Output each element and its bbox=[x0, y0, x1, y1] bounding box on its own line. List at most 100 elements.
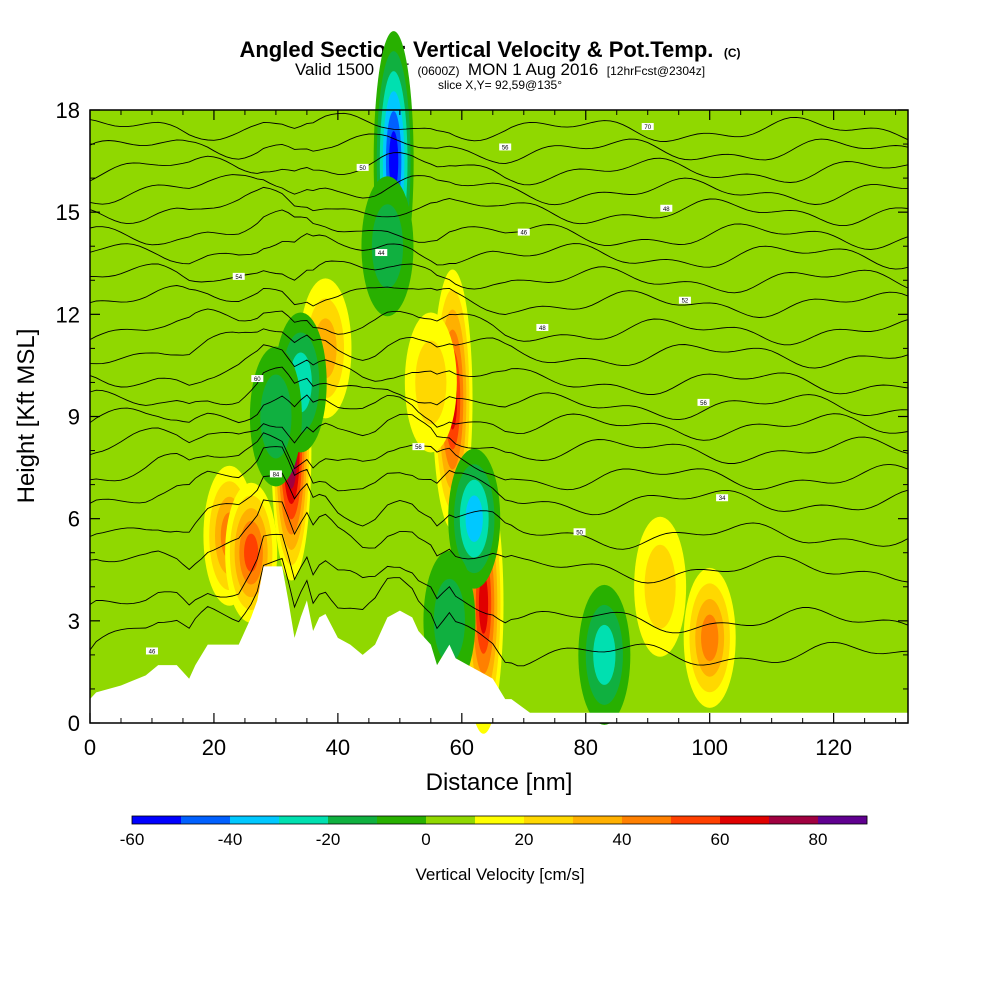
downdraft-cell-3-level-3 bbox=[465, 495, 483, 542]
y-tick-label-6: 18 bbox=[56, 98, 80, 123]
x-tick-label-3: 60 bbox=[450, 735, 474, 760]
downdraft-cell-1-level-1 bbox=[371, 204, 404, 289]
colorbar-tick-label-6: 60 bbox=[711, 830, 730, 849]
y-tick-label-5: 15 bbox=[56, 200, 80, 225]
colorbar-swatch-6 bbox=[426, 816, 476, 824]
colorbar-tick-label-7: 80 bbox=[809, 830, 828, 849]
colorbar-swatch-2 bbox=[230, 816, 280, 824]
isentrope-label-bg-20 bbox=[641, 123, 654, 131]
colorbar-frame bbox=[131, 815, 868, 825]
updraft-cell-4-level-4 bbox=[244, 533, 259, 572]
isentrope-17 bbox=[89, 174, 909, 206]
updraft-cell-8-level-1 bbox=[415, 340, 447, 425]
isentrope-12 bbox=[89, 285, 909, 318]
colorbar-tick-label-4: 20 bbox=[515, 830, 534, 849]
isentrope-label-bg-19 bbox=[499, 143, 512, 151]
isentrope-label-bg-8 bbox=[697, 398, 710, 406]
isentrope-label-13: 54 bbox=[235, 275, 242, 281]
isentrope-1 bbox=[89, 533, 909, 634]
valid-utc: (0600Z) bbox=[417, 64, 459, 78]
isentrope-19 bbox=[89, 133, 909, 165]
colorbar-tick-label-2: -20 bbox=[316, 830, 341, 849]
isentrope-label-bg-15 bbox=[517, 228, 530, 236]
colorbar-tick-label-3: 0 bbox=[421, 830, 430, 849]
y-tick-label-0: 0 bbox=[68, 711, 80, 736]
updraft-cell-6-level-3 bbox=[701, 614, 719, 662]
y-tick-label-1: 3 bbox=[68, 609, 80, 634]
x-tick-label-4: 80 bbox=[574, 735, 598, 760]
isentrope-9 bbox=[89, 344, 909, 395]
isentrope-label-8: 56 bbox=[700, 401, 707, 407]
x-axis-label: Distance [nm] bbox=[426, 769, 573, 796]
colorbar-label: Vertical Velocity [cm/s] bbox=[415, 865, 584, 884]
x-tick-label-5: 100 bbox=[691, 735, 728, 760]
y-tick-label-3: 9 bbox=[68, 405, 80, 430]
colorbar-swatch-0 bbox=[132, 816, 182, 824]
colorbar-tick-label-1: -40 bbox=[218, 830, 243, 849]
isentrope-16 bbox=[89, 186, 909, 227]
isentrope-lines: 46 50 34 84 56 56 60 48 52 54 44 46 48 50 56 70 bbox=[89, 112, 909, 667]
isentrope-label-bg-6 bbox=[412, 443, 425, 451]
title-units: (C) bbox=[724, 46, 741, 60]
x-tick-label-6: 120 bbox=[815, 735, 852, 760]
isentrope-5 bbox=[89, 432, 909, 491]
isentrope-label-14: 44 bbox=[378, 251, 385, 257]
y-axis-label: Height [Kft MSL] bbox=[13, 329, 40, 504]
isentrope-18 bbox=[89, 152, 909, 186]
isentrope-7 bbox=[89, 394, 909, 441]
isentrope-label-bg-12 bbox=[678, 296, 691, 304]
velocity-field bbox=[203, 31, 736, 734]
isentrope-4 bbox=[89, 446, 909, 516]
colorbar-swatch-14 bbox=[818, 816, 868, 824]
isentrope-20 bbox=[89, 112, 909, 142]
x-tick-label-1: 20 bbox=[202, 735, 226, 760]
colorbar-swatch-1 bbox=[181, 816, 231, 824]
colorbar-swatch-3 bbox=[279, 816, 329, 824]
isentrope-label-19: 56 bbox=[502, 145, 509, 151]
chart-subtitle: Valid 1500 JST (0600Z) MON 1 Aug 2016 [1… bbox=[295, 60, 705, 79]
colorbar-swatch-9 bbox=[573, 816, 623, 824]
isentrope-label-18: 50 bbox=[359, 166, 366, 172]
isentrope-label-12: 52 bbox=[682, 299, 689, 305]
title-main: Angled Section: Vertical Velocity & Pot.… bbox=[239, 37, 713, 62]
y-tick-label-4: 12 bbox=[56, 302, 80, 327]
colorbar-swatch-5 bbox=[377, 816, 427, 824]
downdraft-cell-0-level-5 bbox=[389, 131, 399, 192]
isentrope-2 bbox=[89, 499, 909, 584]
colorbar-swatch-12 bbox=[720, 816, 770, 824]
isentrope-label-bg-16 bbox=[660, 204, 673, 212]
y-tick-label-2: 6 bbox=[68, 507, 80, 532]
x-axis: 0 20 40 60 80 100 120 bbox=[84, 110, 897, 760]
isentrope-label-bg-9 bbox=[251, 375, 264, 383]
updraft-cell-7-level-1 bbox=[644, 544, 676, 629]
isentrope-label-11: 48 bbox=[539, 326, 546, 332]
isentrope-label-6: 56 bbox=[415, 445, 422, 451]
colorbar-swatch-10 bbox=[622, 816, 672, 824]
isentrope-label-bg-13 bbox=[232, 272, 245, 280]
isentrope-label-bg-5 bbox=[269, 470, 282, 478]
forecast-info: [12hrFcst@2304z] bbox=[607, 64, 705, 78]
isentrope-label-20: 70 bbox=[644, 125, 651, 131]
colorbar: -60 -40 -20 0 20 40 60 80 bbox=[120, 815, 868, 849]
isentrope-label-bg-18 bbox=[356, 163, 369, 171]
isentrope-label-9: 60 bbox=[254, 377, 261, 383]
downdraft-cell-2-level-2 bbox=[593, 624, 616, 685]
isentrope-6 bbox=[89, 413, 909, 464]
isentrope-label-bg-3 bbox=[573, 528, 586, 536]
isentrope-label-bg-11 bbox=[536, 323, 549, 331]
isentrope-3 bbox=[89, 472, 909, 550]
colorbar-swatch-8 bbox=[524, 816, 574, 824]
slice-info: slice X,Y= 92,59@135° bbox=[438, 78, 562, 92]
isentrope-label-0: 46 bbox=[149, 649, 156, 655]
isentrope-label-4: 34 bbox=[719, 496, 726, 502]
downdraft-cell-5-level-1 bbox=[260, 374, 292, 459]
isentrope-14 bbox=[89, 233, 909, 270]
updraft-cell-2-level-5 bbox=[478, 573, 489, 634]
colorbar-tick-label-5: 40 bbox=[613, 830, 632, 849]
colorbar-swatch-7 bbox=[475, 816, 525, 824]
x-tick-label-0: 0 bbox=[84, 735, 96, 760]
colorbar-swatch-13 bbox=[769, 816, 819, 824]
isentrope-13 bbox=[89, 260, 909, 294]
valid-date: MON 1 Aug 2016 bbox=[468, 60, 598, 79]
